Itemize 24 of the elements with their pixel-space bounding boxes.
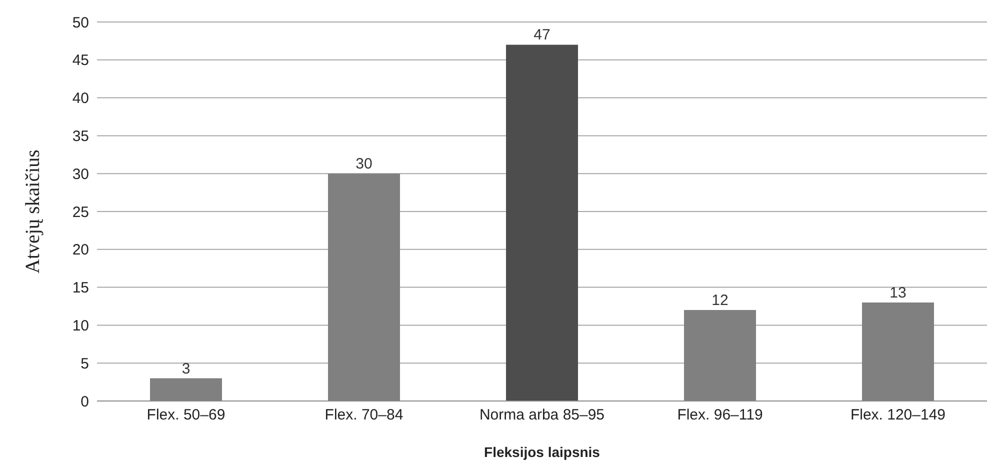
x-tick-label: Flex. 96–119 [677, 406, 763, 424]
data-label: 3 [182, 360, 190, 378]
y-tick-label: 30 [72, 166, 89, 183]
bar [506, 44, 578, 401]
x-tick-label: Norma arba 85–95 [479, 406, 605, 424]
x-axis-title: Fleksijos laipsnis [484, 444, 600, 460]
data-label: 12 [712, 292, 728, 310]
y-tick-label: 10 [72, 318, 89, 335]
y-tick-label: 20 [72, 242, 89, 259]
y-tick-label: 5 [80, 355, 89, 372]
data-label: 13 [890, 284, 906, 302]
y-tick-label: 45 [72, 52, 89, 70]
y-axis-title: Atvejų skaičius [22, 149, 44, 274]
y-tick-label: 40 [72, 90, 89, 108]
x-tick-label: Flex. 50–69 [146, 406, 226, 424]
x-tick-label: Flex. 120–149 [850, 406, 946, 424]
data-label: 47 [534, 26, 550, 44]
y-tick-label: 25 [72, 204, 89, 221]
y-tick-label: 35 [72, 128, 89, 146]
x-tick-label: Flex. 70–84 [324, 406, 404, 424]
y-tick-label: 15 [72, 280, 89, 297]
y-tick-label: 0 [80, 393, 89, 410]
y-tick-label: 50 [72, 14, 89, 32]
data-label: 30 [356, 156, 372, 173]
